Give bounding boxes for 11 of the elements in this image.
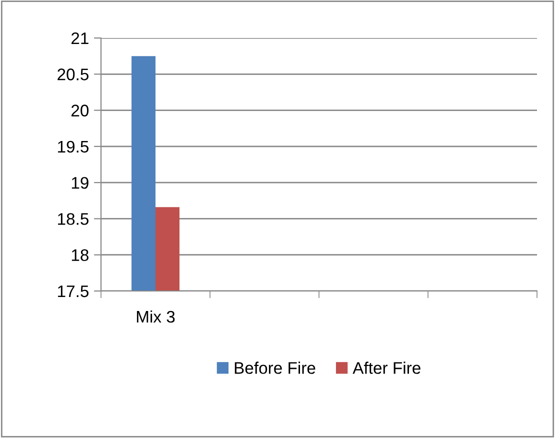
- legend-label: Before Fire: [234, 362, 316, 374]
- legend-label: After Fire: [352, 362, 420, 374]
- y-tick-label: 19: [72, 176, 88, 189]
- y-tick-label: 20.5: [58, 68, 88, 80]
- y-tick-label: 21: [71, 32, 88, 44]
- y-tick-label: 17.5: [58, 286, 88, 298]
- y-tick-label: 20: [71, 104, 89, 116]
- y-tick-label: 19.5: [58, 140, 88, 153]
- y-tick-label: 18: [72, 249, 88, 262]
- y-tick-label: 18.5: [58, 213, 88, 225]
- x-tick-label: Mix 3: [136, 310, 175, 323]
